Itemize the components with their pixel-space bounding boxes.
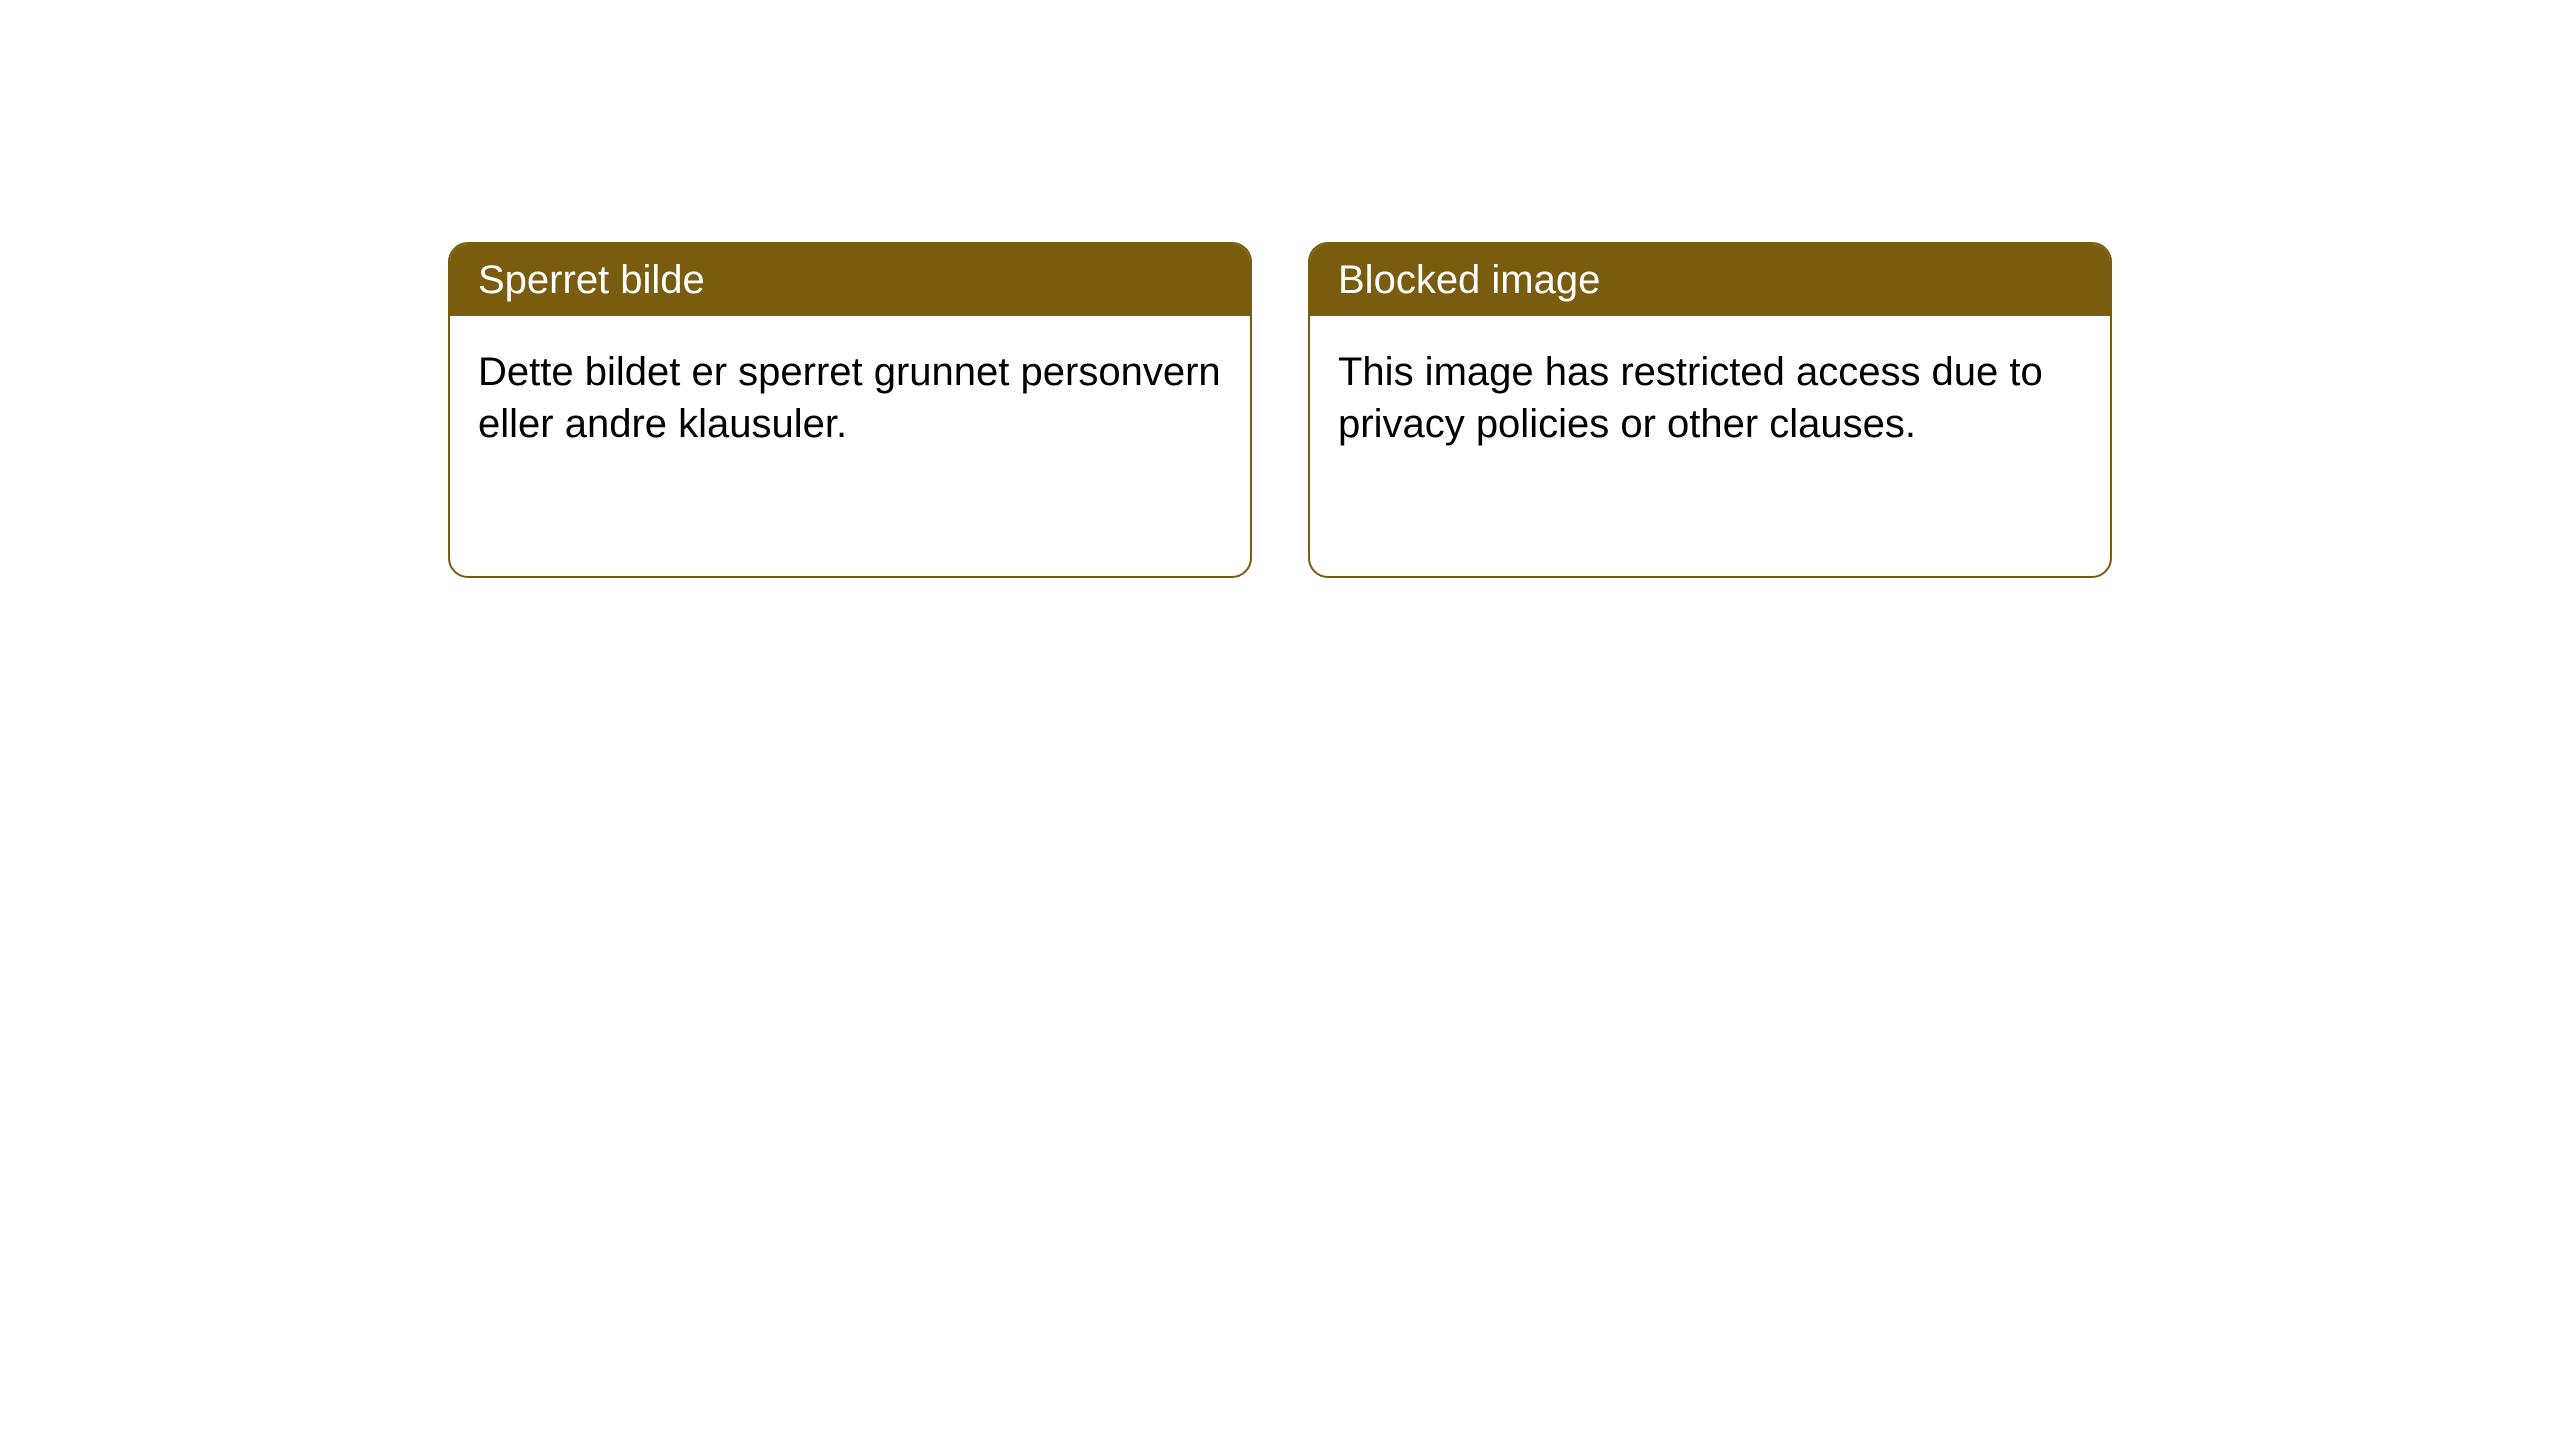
notice-container: Sperret bilde Dette bildet er sperret gr…	[0, 0, 2560, 578]
notice-header: Sperret bilde	[450, 244, 1250, 316]
notice-card-english: Blocked image This image has restricted …	[1308, 242, 2112, 578]
notice-card-norwegian: Sperret bilde Dette bildet er sperret gr…	[448, 242, 1252, 578]
notice-header: Blocked image	[1310, 244, 2110, 316]
notice-body: Dette bildet er sperret grunnet personve…	[450, 316, 1250, 480]
notice-body: This image has restricted access due to …	[1310, 316, 2110, 480]
